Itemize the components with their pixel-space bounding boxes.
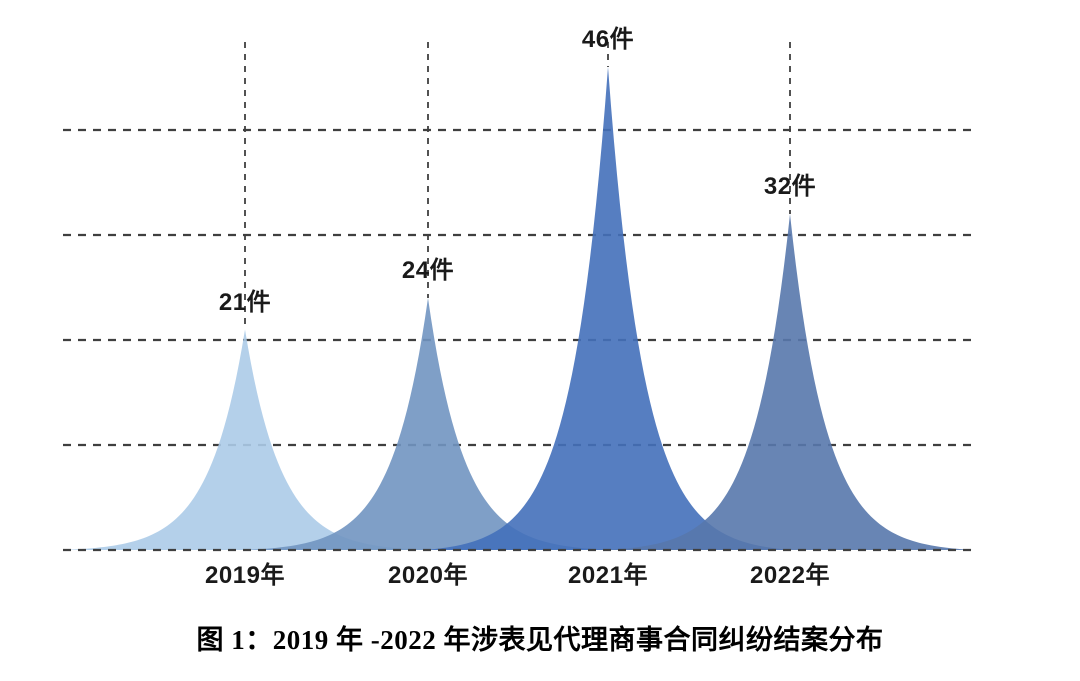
area-series-2021年: [425, 67, 791, 550]
area-series-2019年: [62, 329, 428, 550]
area-series-2022年: [607, 214, 973, 550]
area-series-2020年: [245, 298, 611, 550]
figure-caption: 图 1：2019 年 -2022 年涉表见代理商事合同纠纷结案分布: [196, 625, 884, 655]
